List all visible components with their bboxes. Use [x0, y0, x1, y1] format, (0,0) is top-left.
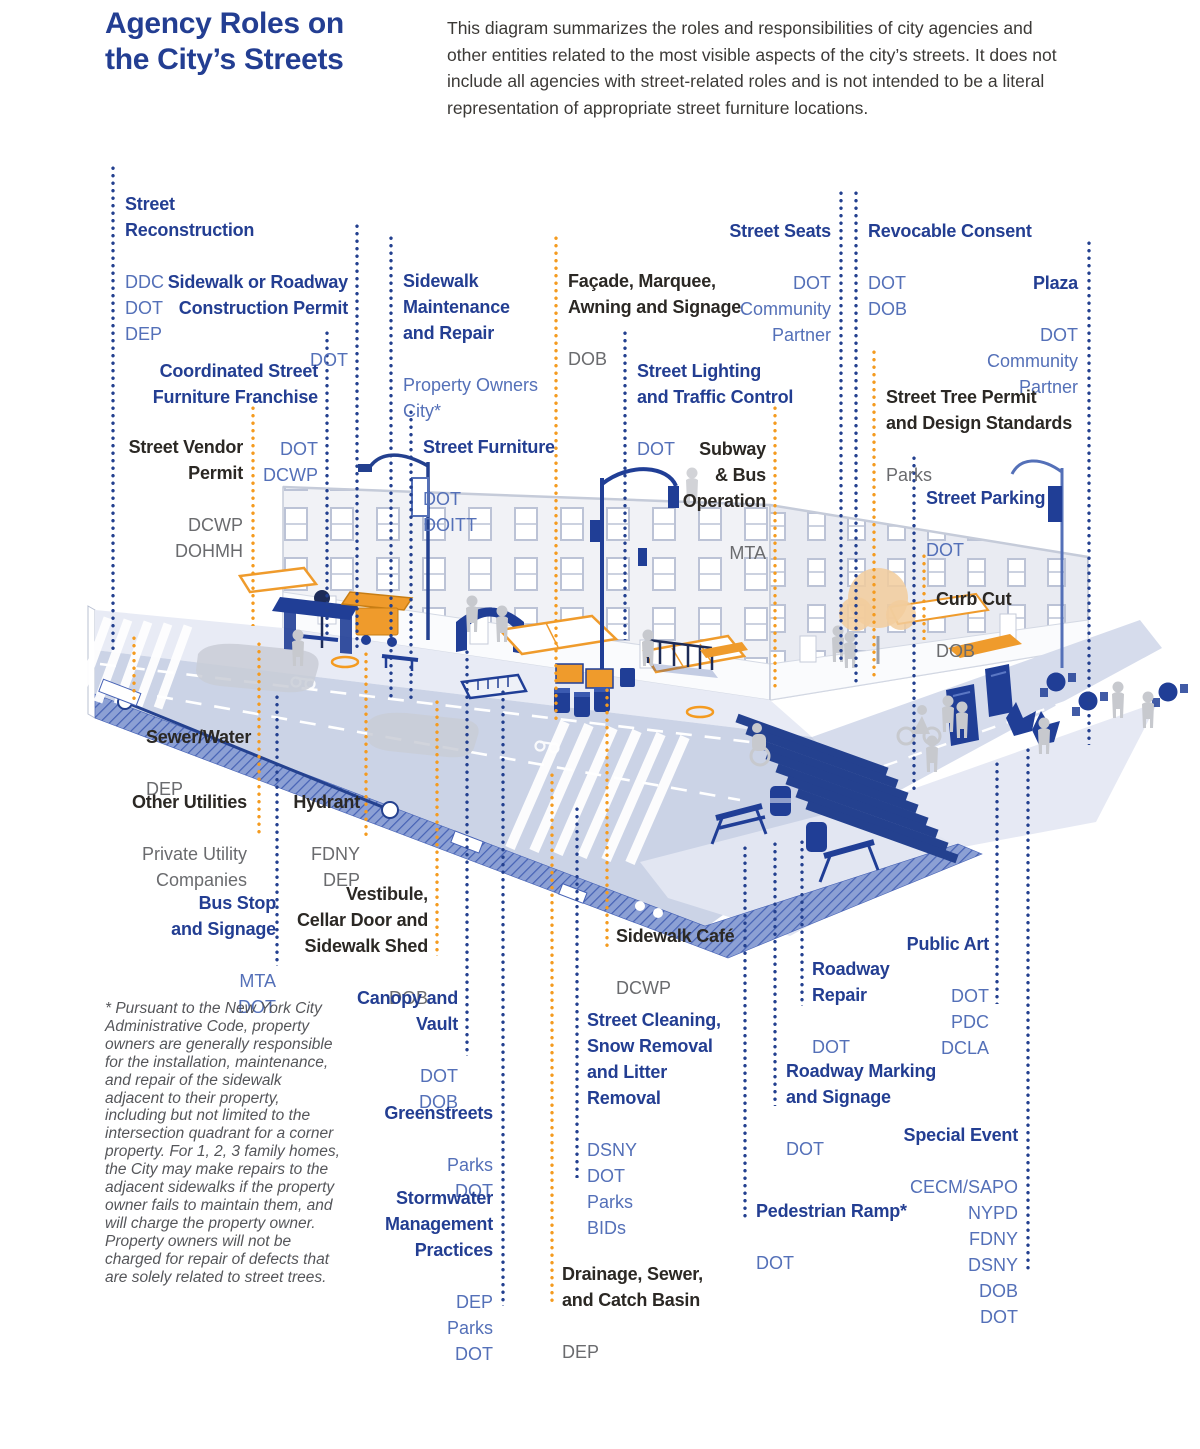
leader-street-vendor-permit: [251, 406, 255, 626]
label-street-tree: Street Tree Permit and Design Standards …: [886, 387, 1073, 485]
curb-cut-ramp: [700, 642, 748, 658]
label-sidewalk-maintenance: Sidewalk Maintenance and Repair Property…: [403, 271, 539, 421]
label-sewer-water: Sewer/Water DEP: [146, 727, 252, 799]
label-sidewalk-roadway-permit: Sidewalk or Roadway Construction Permit …: [167, 272, 348, 370]
car-silhouette: [367, 712, 479, 758]
label-bus-stop: Bus Stop and Signage MTA DOT: [171, 893, 276, 1017]
road-markings: [73, 616, 1151, 918]
leader-street-lighting: [623, 331, 627, 640]
intro-paragraph: This diagram summarizes the roles and re…: [447, 18, 1057, 118]
leader-sewer-water: [132, 636, 136, 700]
leader-greenstreets-stormwater: [501, 690, 505, 1306]
label-plaza: Plaza DOT Community Partner: [986, 273, 1078, 397]
leader-revocable-consent: [854, 191, 858, 686]
label-street-vendor-permit: Street Vendor Permit DCWP DOHMH: [128, 437, 244, 561]
leader-drainage: [550, 773, 554, 1304]
leader-curb-cut: [922, 554, 926, 640]
leader-sidewalk-roadway-permit: [355, 224, 359, 652]
leader-other-utilities: [257, 642, 261, 836]
leader-street-seats: [839, 191, 843, 662]
label-stormwater: Stormwater Management Practices DEP Park…: [384, 1188, 493, 1364]
label-other-utilities: Other Utilities Private Utility Companie…: [131, 792, 247, 890]
leader-coordinated-franchise: [325, 331, 329, 640]
label-revocable-consent: Revocable Consent DOT DOB: [868, 221, 1032, 319]
leader-canopy-vault: [465, 650, 469, 1056]
leader-street-reconstruction: [111, 166, 115, 650]
leader-street-parking: [912, 456, 916, 790]
leader-hydrant: [364, 652, 368, 838]
label-canopy-vault: Canopy and Vault DOT DOB: [356, 988, 458, 1112]
leader-plaza: [1087, 241, 1091, 745]
label-greenstreets: Greenstreets Parks DOT: [384, 1103, 493, 1201]
traffic-signal: [590, 467, 679, 700]
label-street-furniture: Street Furniture DOT DOITT: [423, 437, 555, 535]
leader-public-art: [995, 762, 999, 1004]
wheelchair-user: [749, 723, 771, 767]
label-roadway-marking: Roadway Marking and Signage DOT: [786, 1061, 937, 1159]
label-vestibule: Vestibule, Cellar Door and Sidewalk Shed…: [296, 884, 428, 1008]
label-street-seats: Street Seats DOT Community Partner: [729, 221, 831, 345]
label-curb-cut: Curb Cut DOB: [936, 589, 1012, 661]
leader-roadway-repair: [800, 840, 804, 1006]
navy-crosswalk: [735, 713, 959, 864]
slab-edge: [94, 693, 983, 959]
leader-roadway-marking: [773, 842, 777, 1106]
far-sidewalk: [95, 610, 812, 737]
leader-vestibule: [435, 700, 439, 956]
leader-street-furniture: [409, 410, 413, 700]
leader-street-cleaning: [575, 807, 579, 1178]
label-street-parking: Street Parking DOT: [926, 488, 1046, 560]
leader-street-tree: [872, 350, 876, 680]
label-street-lighting: Street Lighting and Traffic Control DOT: [637, 361, 794, 459]
leader-bus-stop: [275, 695, 279, 966]
street-lamp: [358, 453, 430, 640]
construction-barricades: [710, 786, 880, 883]
curb-cut-ramp: [948, 634, 1022, 658]
leader-special-event: [1026, 748, 1030, 1272]
pedestrians: [292, 467, 1154, 772]
food-cart: [340, 591, 414, 647]
label-hydrant: Hydrant FDNY DEP: [293, 792, 360, 890]
page-title: Agency Roles on the City’s Streets: [105, 7, 344, 76]
label-sidewalk-cafe: Sidewalk Café DCWP: [616, 926, 735, 998]
street-lamp: [1010, 459, 1064, 668]
label-street-cleaning: Street Cleaning, Snow Removal and Litter…: [587, 1010, 721, 1238]
bus-shelter: [272, 597, 358, 654]
street-tree: [839, 568, 916, 664]
leader-pedestrian-ramp: [743, 846, 747, 1220]
label-pedestrian-ramp: Pedestrian Ramp* DOT: [756, 1201, 907, 1273]
label-subway-bus: Subway & Bus Operation MTA: [682, 439, 766, 563]
label-public-art: Public Art DOT PDC DCLA: [906, 934, 990, 1058]
leader-sidewalk-maintenance: [389, 236, 393, 700]
awning: [237, 566, 319, 594]
leader-facade-marquee: [554, 236, 558, 722]
subway-entrance: [646, 638, 718, 678]
label-special-event: Special Event CECM/SAPO NYPD FDNY DSNY D…: [903, 1125, 1019, 1327]
label-facade-marquee: Façade, Marquee, Awning and Signage DOB: [568, 271, 742, 369]
label-drainage: Drainage, Sewer, and Catch Basin DEP: [562, 1264, 703, 1362]
leader-subway-bus: [773, 406, 777, 690]
leader-sidewalk-cafe: [605, 688, 609, 948]
cyclist: [896, 705, 942, 746]
label-street-reconstruction: Street Reconstruction DDC DOT DEP: [125, 194, 255, 344]
label-roadway-repair: Roadway Repair DOT: [812, 959, 890, 1057]
label-coordinated-franchise: Coordinated Street Furniture Franchise D…: [152, 361, 318, 485]
cross-street: [812, 620, 1162, 800]
litter-basket: [620, 668, 635, 687]
footnote-text: * Pursuant to the New York City Administ…: [105, 1000, 340, 1286]
